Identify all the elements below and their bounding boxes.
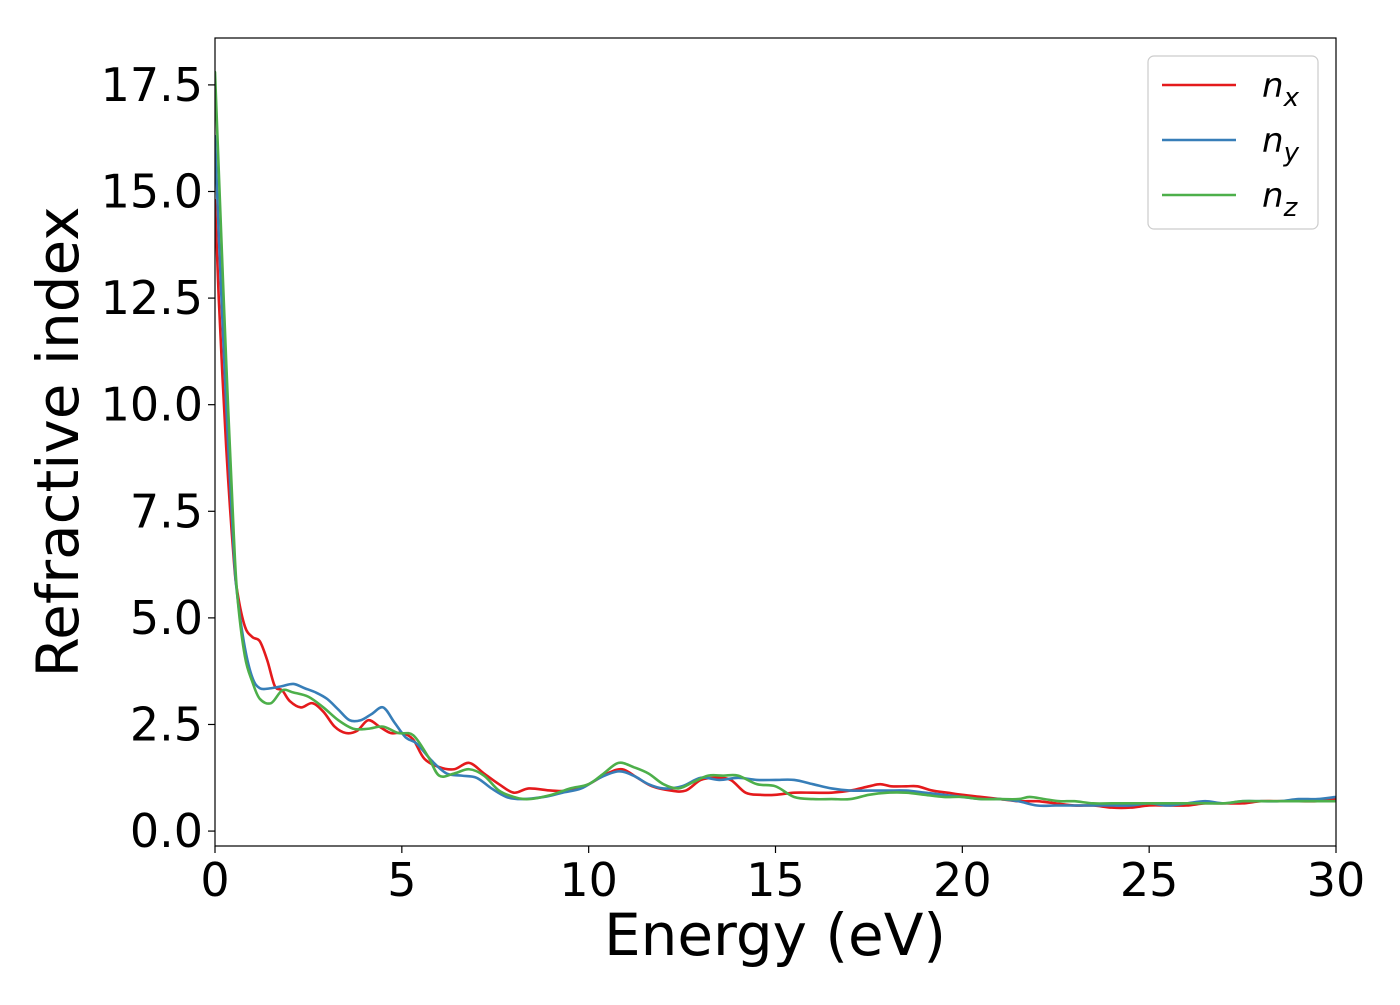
series-line-y [215, 134, 1336, 808]
legend-label-z: nz [1262, 176, 1299, 223]
legend-box [1147, 55, 1319, 230]
legend-label-y: ny [1262, 121, 1300, 168]
x-tick-label: 30 [1307, 853, 1366, 907]
y-tick-label: 7.5 [130, 484, 203, 538]
series-layer [215, 70, 1336, 810]
y-tick-label: 12.5 [101, 271, 203, 325]
x-tick-label: 5 [387, 853, 416, 907]
y-tick-label: 15.0 [101, 164, 203, 218]
plot-frame [214, 37, 1337, 847]
y-tick-label: 10.0 [101, 378, 203, 432]
x-tick-label: 20 [933, 853, 992, 907]
series-line-x [215, 198, 1336, 810]
y-tick-label: 2.5 [130, 697, 203, 751]
legend: nx ny nz [1147, 55, 1319, 230]
x-tick-label: 0 [200, 853, 229, 907]
y-tick-label: 5.0 [130, 591, 203, 645]
x-axis-ticks: 0 5 10 15 20 25 30 [200, 846, 1365, 907]
x-tick-label: 25 [1120, 853, 1179, 907]
y-tick-label: 0.0 [130, 804, 203, 858]
legend-label-x: nx [1262, 66, 1300, 113]
x-axis-title: Energy (eV) [604, 901, 946, 969]
y-axis-ticks: 0.0 2.5 5.0 7.5 10.0 12.5 15.0 17.5 [101, 58, 215, 858]
series-line-z [215, 70, 1336, 805]
y-axis-title: Refractive index [24, 206, 92, 677]
x-tick-label: 15 [746, 853, 805, 907]
y-tick-label: 17.5 [101, 58, 203, 112]
x-tick-label: 10 [559, 853, 618, 907]
